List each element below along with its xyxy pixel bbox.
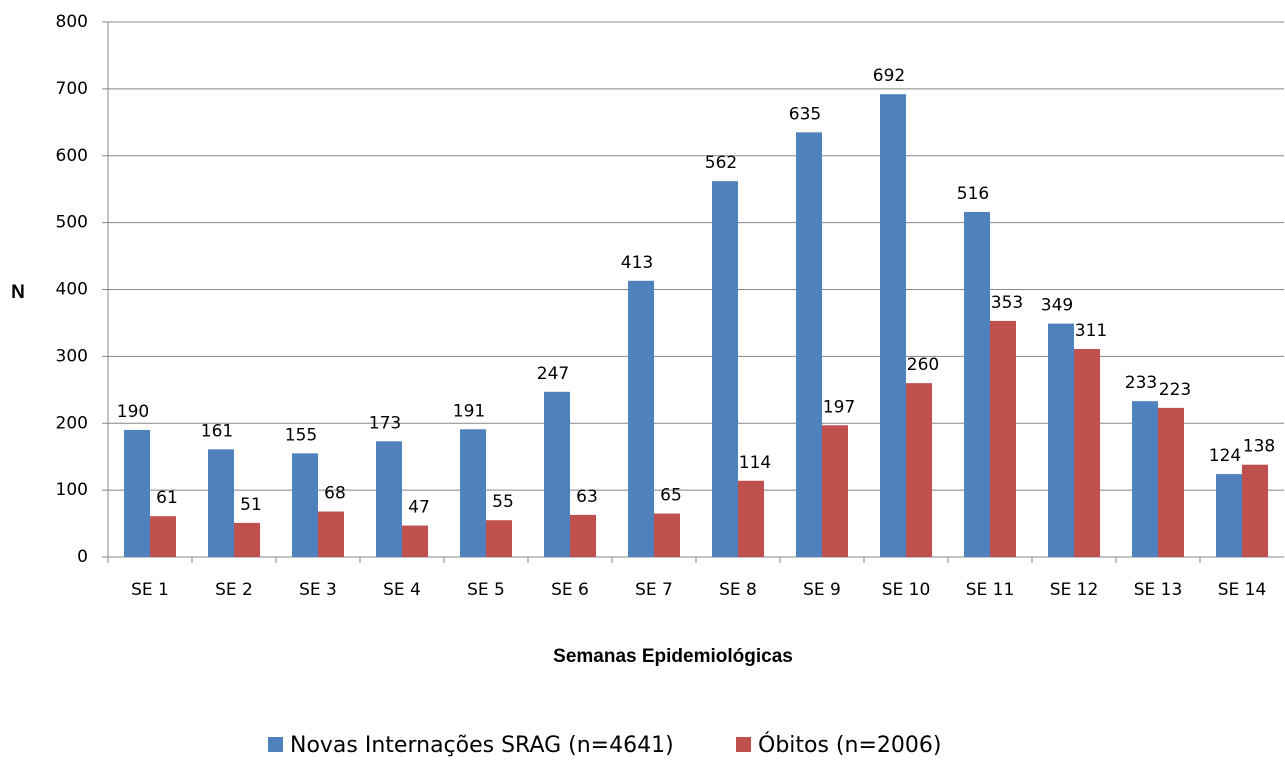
bar (486, 520, 512, 557)
data-label: 311 (1075, 321, 1107, 341)
data-label: 124 (1209, 446, 1241, 466)
data-label: 51 (240, 495, 262, 515)
x-tick-label: SE 7 (635, 580, 673, 600)
data-label: 260 (907, 355, 939, 375)
legend-swatch (268, 737, 283, 752)
legend-text: Novas Internações SRAG (n=4641) (290, 733, 674, 758)
data-label: 247 (537, 364, 569, 384)
x-tick-label: SE 9 (803, 580, 841, 600)
data-label: 138 (1243, 437, 1275, 457)
data-label: 63 (576, 487, 598, 507)
data-label: 191 (453, 401, 485, 421)
y-tick-label: 800 (56, 12, 88, 32)
bar (880, 94, 906, 557)
data-label: 190 (117, 402, 149, 422)
x-tick-label: SE 6 (551, 580, 589, 600)
bar (234, 522, 260, 557)
bar (1216, 474, 1242, 557)
data-label: 233 (1125, 373, 1157, 393)
x-tick-label: SE 2 (215, 580, 253, 600)
x-tick-label: SE 10 (882, 580, 931, 600)
data-label: 68 (324, 484, 346, 504)
y-tick-label: 0 (77, 547, 88, 567)
bar (460, 429, 486, 557)
x-tick-label: SE 8 (719, 580, 757, 600)
bar (570, 514, 596, 557)
bar (318, 511, 344, 557)
data-label: 353 (991, 293, 1023, 313)
x-tick-label: SE 13 (1134, 580, 1183, 600)
data-label: 562 (705, 153, 737, 173)
bar (822, 425, 848, 557)
data-label: 223 (1159, 380, 1191, 400)
x-tick-label: SE 3 (299, 580, 337, 600)
x-axis-title: Semanas Epidemiológicas (553, 646, 793, 667)
bar (628, 280, 654, 557)
bar (402, 525, 428, 557)
data-label: 197 (823, 397, 855, 417)
data-label: 47 (408, 498, 430, 518)
x-tick-label: SE 1 (131, 580, 169, 600)
bar (1158, 407, 1184, 557)
y-tick-label: 500 (56, 213, 88, 233)
bar (796, 132, 822, 557)
bar (150, 516, 176, 557)
bar (990, 320, 1016, 557)
y-tick-label: 600 (56, 146, 88, 166)
y-tick-label: 300 (56, 346, 88, 366)
y-axis-title: N (11, 282, 25, 303)
data-label: 692 (873, 66, 905, 86)
data-label: 635 (789, 104, 821, 124)
data-label: 516 (957, 184, 989, 204)
x-tick-label: SE 11 (966, 580, 1015, 600)
bar (1074, 349, 1100, 557)
y-tick-label: 100 (56, 480, 88, 500)
data-label: 65 (660, 486, 682, 506)
data-label: 114 (739, 453, 771, 473)
y-tick-label: 400 (56, 280, 88, 300)
bar (1132, 401, 1158, 557)
bar (208, 449, 234, 557)
bar (964, 211, 990, 558)
data-label: 161 (201, 421, 233, 441)
legend-text: Óbitos (n=2006) (758, 732, 941, 758)
bar (292, 453, 318, 557)
x-tick-label: SE 12 (1050, 580, 1099, 600)
bar (906, 383, 932, 557)
data-label: 413 (621, 253, 653, 273)
bar (654, 513, 680, 557)
data-label: 349 (1041, 296, 1073, 316)
legend-swatch (736, 737, 751, 752)
bar (1048, 323, 1074, 557)
x-tick-label: SE 14 (1218, 580, 1267, 600)
y-tick-label: 200 (56, 413, 88, 433)
bar (544, 391, 570, 557)
x-tick-label: SE 5 (467, 580, 505, 600)
bar (376, 441, 402, 557)
data-label: 173 (369, 413, 401, 433)
data-label: 61 (156, 488, 178, 508)
data-label: 155 (285, 425, 317, 445)
x-tick-label: SE 4 (383, 580, 421, 600)
y-tick-label: 700 (56, 79, 88, 99)
data-label: 55 (492, 492, 514, 512)
bar (124, 429, 150, 557)
bar (712, 181, 738, 557)
bar (1242, 464, 1268, 557)
bar (738, 480, 764, 557)
